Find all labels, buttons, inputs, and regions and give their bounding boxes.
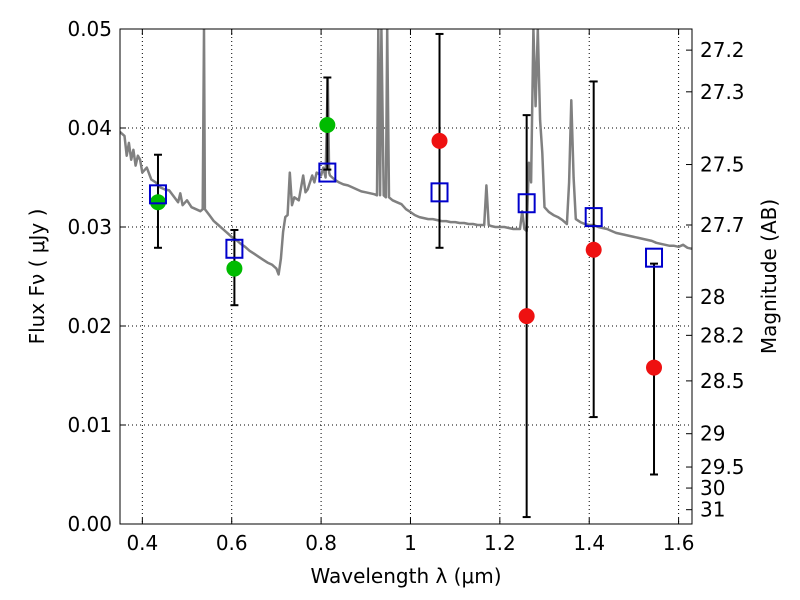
y-tick-label: 0.02 (67, 314, 112, 338)
right-tick-label: 27.2 (700, 38, 745, 62)
plot-frame (119, 28, 693, 525)
tick-layer: 0.4 0.6 0.8 1 1.2 1.4 1.6 0.00 0.01 0.02 0.03 0.04 0… (67, 17, 744, 555)
x-tick-label: 0.4 (126, 531, 158, 555)
red-circle-point (518, 308, 535, 325)
y-tick-label: 0.03 (67, 215, 112, 239)
right-tick-label: 28 (700, 285, 725, 309)
green-circle-point (319, 117, 336, 134)
blue-square-point (517, 193, 536, 214)
y-tick-label: 0.00 (67, 512, 112, 536)
x-tick-label: 1.4 (573, 531, 605, 555)
blue-square-point (430, 182, 449, 203)
right-tick-label: 28.2 (700, 323, 745, 347)
right-tick-label: 28.5 (700, 369, 745, 393)
x-tick-label: 0.6 (216, 531, 248, 555)
right-tick-label: 27.7 (700, 213, 745, 237)
x-tick-label: 1 (404, 531, 417, 555)
x-tick-label: 1.6 (663, 531, 695, 555)
spectrum-line (120, 29, 692, 276)
right-tick-label: 29 (700, 422, 725, 446)
y-tick-label: 0.01 (67, 413, 112, 437)
right-tick-label: 31 (700, 498, 725, 522)
red-circle-point (431, 132, 448, 149)
green-circle-point (149, 194, 166, 211)
blue-square-point (148, 184, 167, 205)
blue-square-point (318, 162, 337, 183)
x-tick-label: 0.8 (305, 531, 337, 555)
green-circle-point (226, 260, 243, 277)
red-circle-point (585, 241, 602, 258)
blue-square-point (584, 207, 603, 228)
x-tick-label: 1.2 (484, 531, 516, 555)
right-tick-label: 27.5 (700, 153, 745, 177)
x-axis-title: Wavelength λ (μm) (310, 564, 501, 588)
errorbar-layer (153, 32, 659, 519)
y-axis-title: Flux Fν ( μJy ) (25, 209, 49, 345)
grid-layer (120, 28, 692, 525)
blue-square-point (225, 238, 244, 259)
right-tick-label: 27.3 (700, 80, 745, 104)
right-tick-label: 29.5 (700, 455, 745, 479)
right-tick-label: 30 (700, 476, 725, 500)
spectrum-layer (120, 29, 692, 276)
blue-square-point (645, 247, 664, 268)
red-circle-point (646, 359, 663, 376)
y-tick-label: 0.05 (67, 17, 112, 41)
y-tick-label: 0.04 (67, 116, 112, 140)
point-layer (148, 117, 664, 376)
right-axis-title: Magnitude (AB) (757, 199, 781, 354)
